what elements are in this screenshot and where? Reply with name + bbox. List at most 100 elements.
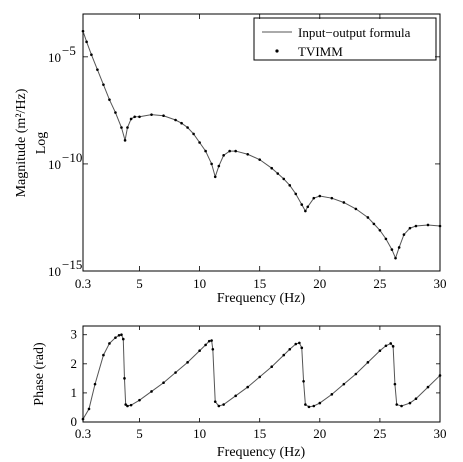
magnitude-data-point [390, 248, 394, 251]
magnitude-data-point [378, 229, 382, 232]
magnitude-data-point [85, 40, 88, 44]
magnitude-plot-frame [82, 13, 441, 272]
magnitude-data-point [384, 237, 388, 241]
phase-data-point [102, 353, 105, 357]
magnitude-data-point [192, 132, 195, 136]
magnitude-curve-layer [82, 30, 441, 260]
phase-data-point [258, 375, 262, 379]
magnitude-marker-layer [81, 29, 442, 260]
legend-entry-input-output-formula: Input−output formula [298, 25, 411, 40]
phase-data-point [222, 403, 225, 406]
phase-data-point [210, 339, 213, 342]
phase-data-point [384, 344, 388, 348]
magnitude-data-point [123, 139, 127, 142]
phase-x-tick-label: 20 [313, 426, 326, 441]
phase-data-point [282, 353, 286, 357]
magnitude-data-point [90, 53, 93, 56]
phase-data-point [138, 398, 141, 402]
legend-box [253, 17, 437, 61]
phase-data-point [408, 401, 412, 405]
phase-plot-frame [82, 325, 441, 423]
phase-data-point [400, 404, 403, 408]
phase-y-axis-label: Phase (rad) [32, 342, 47, 406]
magnitude-data-point [342, 201, 346, 204]
magnitude-x-tick-label: 0.3 [75, 276, 91, 291]
phase-data-point [378, 349, 382, 353]
magnitude-data-point [372, 222, 376, 226]
phase-x-tick-label: 15 [253, 426, 266, 441]
magnitude-data-point [114, 111, 117, 114]
magnitude-x-tick-label: 5 [136, 276, 143, 291]
phase-data-point [393, 382, 397, 386]
phase-curve-layer [82, 334, 441, 420]
magnitude-data-point [438, 224, 442, 228]
magnitude-data-point [397, 246, 401, 249]
magnitude-data-point [288, 184, 292, 187]
magnitude-y-tick-label: 10 [48, 157, 61, 172]
magnitude-data-point [246, 152, 249, 156]
magnitude-data-point [210, 162, 213, 166]
phase-y-tick-label: 1 [71, 385, 78, 400]
magnitude-data-point [366, 216, 370, 219]
phase-data-point [174, 371, 177, 374]
magnitude-y-tick-exponent: −5 [62, 43, 76, 58]
phase-x-tick-label: 5 [136, 426, 143, 441]
magnitude-data-point [276, 172, 280, 175]
phase-data-point [246, 385, 249, 389]
phase-data-point [342, 382, 346, 386]
phase-data-point [307, 405, 311, 409]
magnitude-data-point [81, 29, 85, 33]
magnitude-data-point [108, 98, 111, 101]
magnitude-x-tick-label: 30 [434, 276, 447, 291]
phase-data-point [87, 407, 91, 411]
phase-data-point [198, 349, 201, 353]
phase-chart: 0.3 5 10 15 20 25 30 0 1 2 3 Frequency (Hz) Phase … [32, 325, 447, 460]
phase-data-point [318, 401, 322, 405]
magnitude-data-point [408, 226, 412, 230]
magnitude-data-point [174, 118, 177, 122]
phase-data-point [121, 337, 125, 341]
phase-marker-layer [81, 333, 442, 421]
magnitude-y-axis-sublabel: Log [34, 132, 49, 155]
phase-data-point [304, 403, 307, 406]
magnitude-data-point [354, 207, 358, 211]
phase-data-point [81, 417, 85, 421]
phase-data-point [288, 347, 292, 351]
legend-entry-tvimm: TVIMM [298, 44, 343, 59]
phase-data-point [213, 400, 217, 403]
phase-data-point [217, 404, 221, 408]
magnitude-data-point [426, 223, 430, 227]
magnitude-data-point [222, 154, 225, 157]
phase-data-point [302, 379, 305, 383]
phase-data-point [124, 403, 127, 406]
phase-data-point [270, 365, 274, 369]
phase-data-point [354, 372, 358, 376]
phase-series-line [82, 334, 441, 420]
phase-x-tick-label: 30 [434, 426, 447, 441]
phase-data-point [438, 374, 442, 377]
magnitude-y-axis-label: Magnitude (m²/Hz) [14, 88, 29, 197]
magnitude-data-point [304, 209, 307, 213]
magnitude-data-point [96, 68, 99, 71]
magnitude-data-point [162, 114, 165, 118]
magnitude-data-point [186, 126, 189, 129]
magnitude-y-tick-label: 10 [48, 50, 61, 65]
phase-data-point [120, 333, 123, 337]
phase-x-tick-label: 0.3 [75, 426, 91, 441]
magnitude-data-point [330, 196, 334, 200]
legend-dot-swatch [275, 49, 279, 53]
magnitude-x-tick-label: 20 [313, 276, 326, 291]
magnitude-data-point [312, 196, 316, 200]
magnitude-data-point [306, 205, 310, 209]
phase-y-tick-label: 2 [71, 356, 78, 371]
magnitude-x-tick-label: 15 [253, 276, 266, 291]
magnitude-data-point [102, 83, 105, 86]
magnitude-x-tick-label: 25 [373, 276, 386, 291]
magnitude-x-axis-label: Frequency (Hz) [217, 291, 306, 306]
phase-x-tick-label: 10 [193, 426, 206, 441]
magnitude-data-point [228, 149, 231, 153]
phase-data-point [298, 341, 301, 345]
magnitude-data-point [126, 126, 129, 129]
